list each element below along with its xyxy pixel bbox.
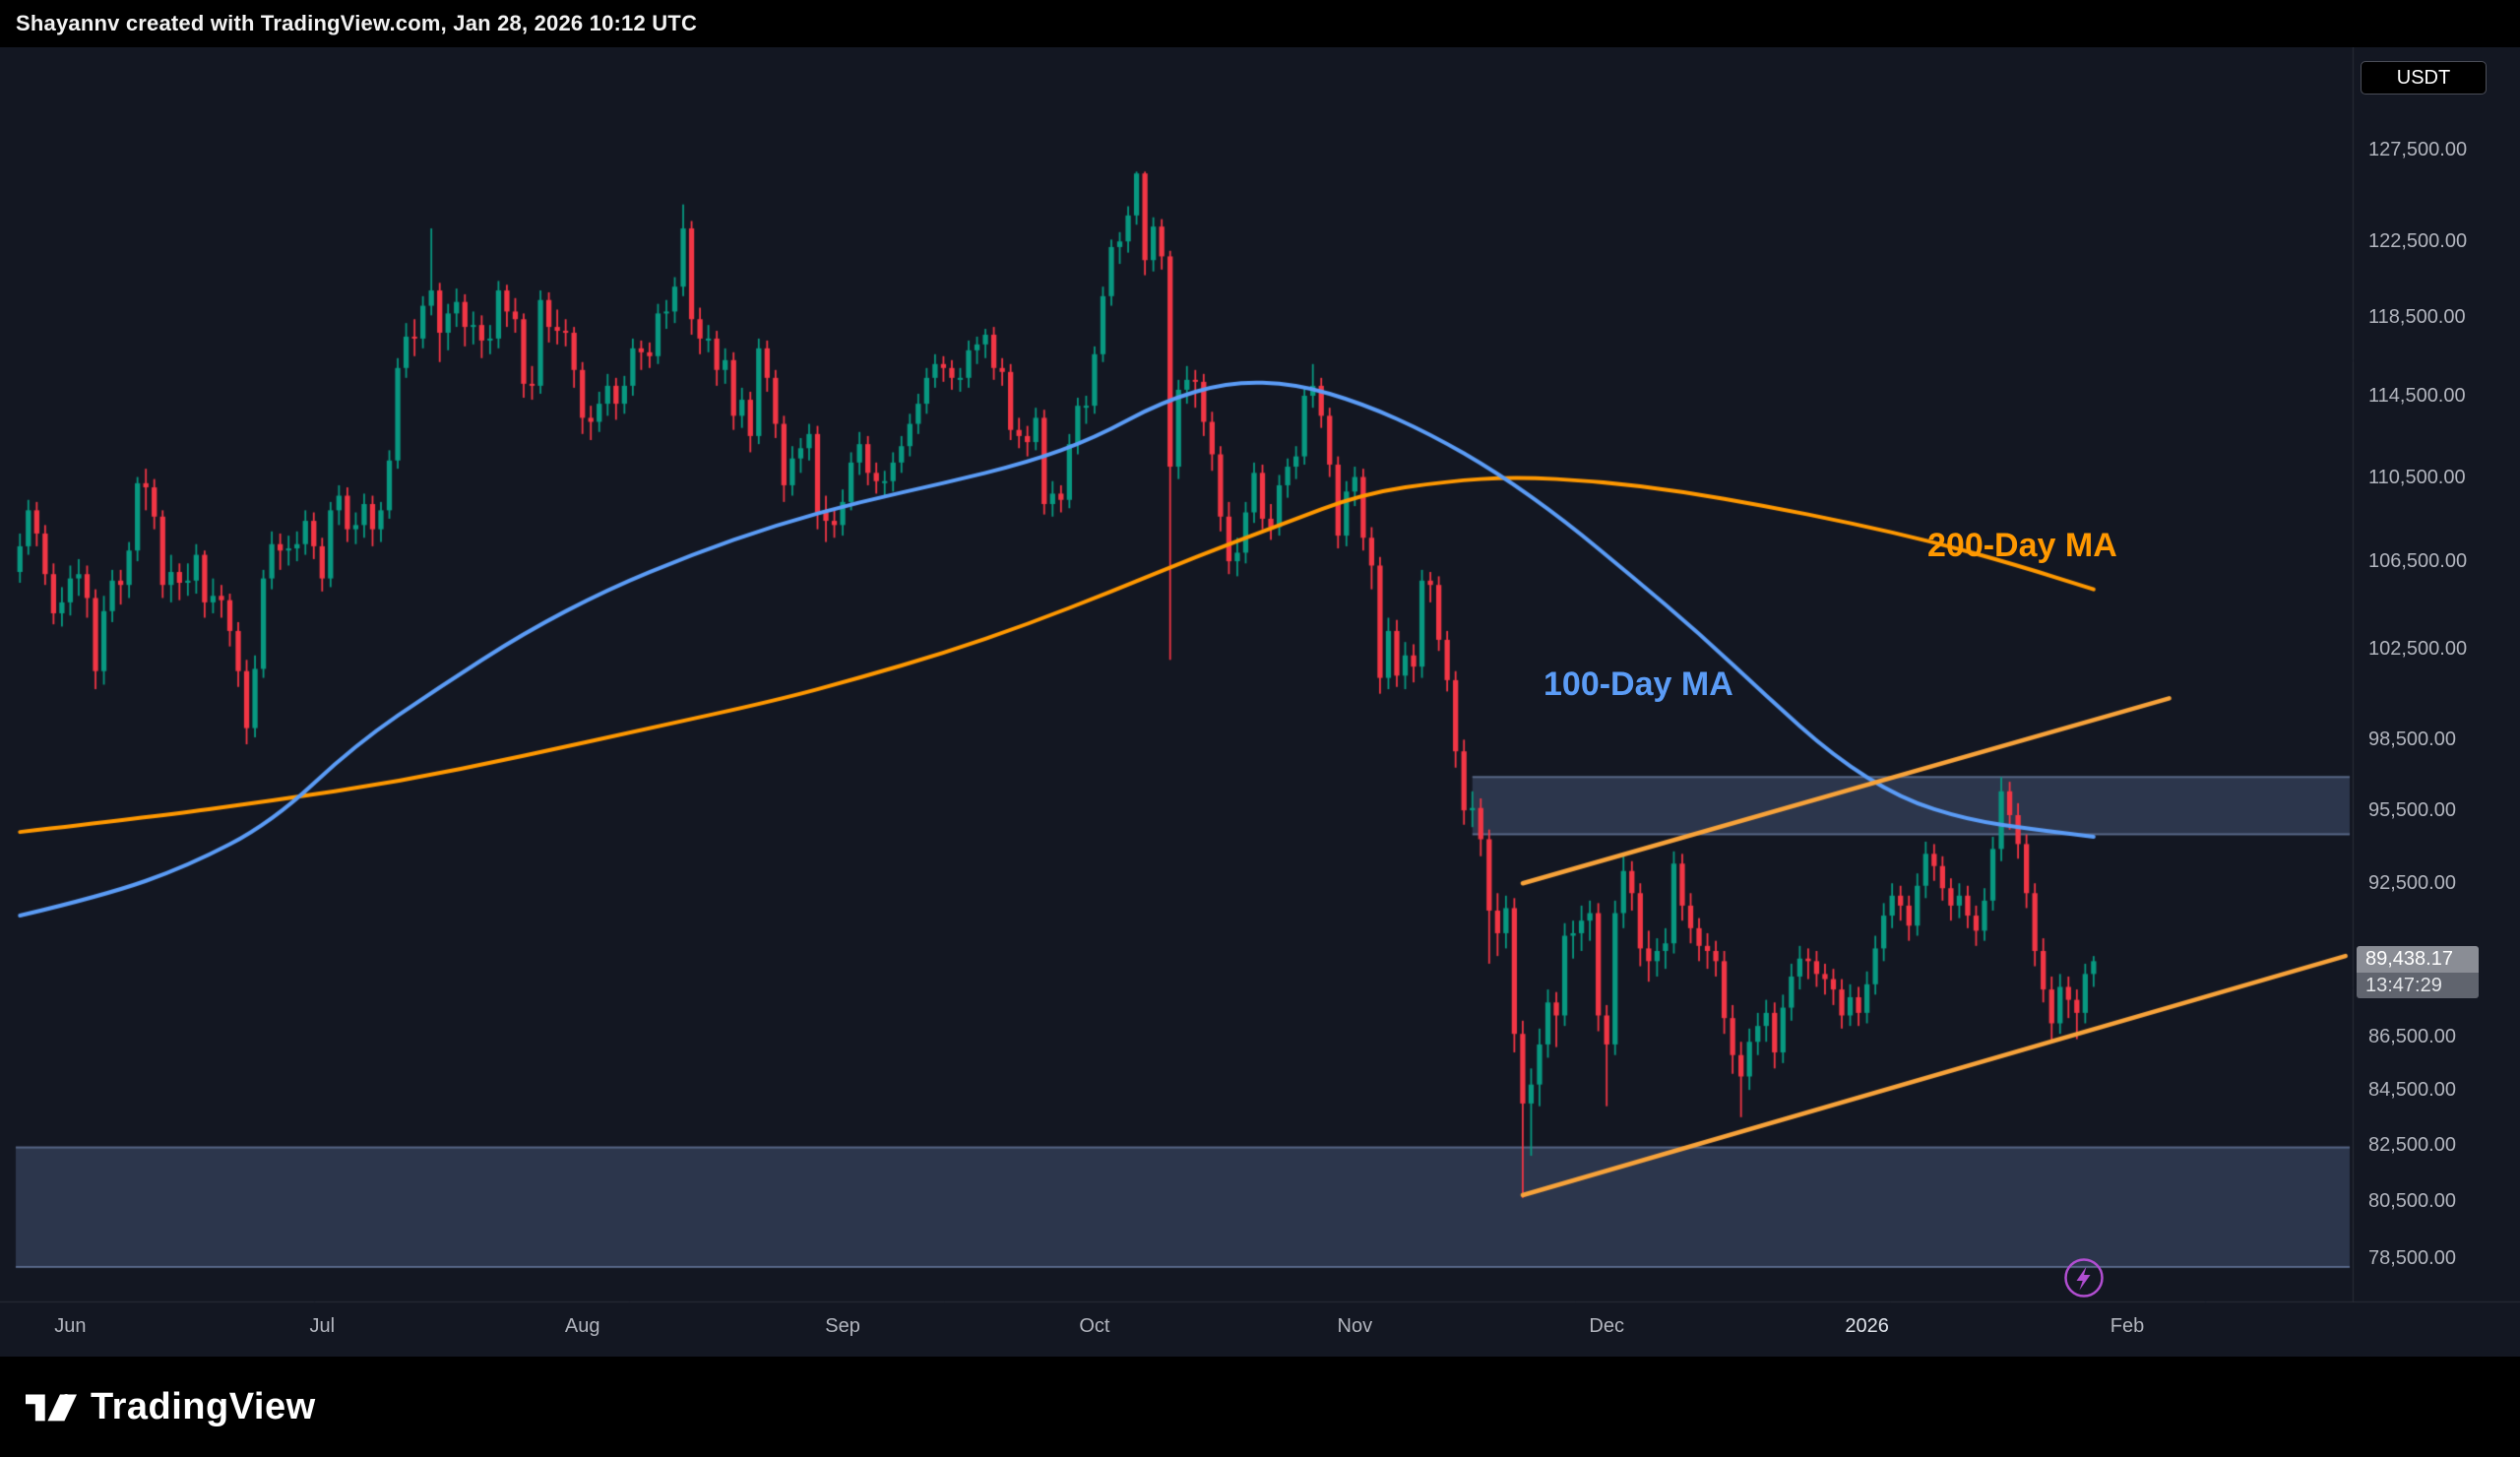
attribution-text: Shayannv created with TradingView.com, J… [16,11,698,35]
last-price-value: 89,438.17 [2357,946,2479,974]
currency-toggle[interactable]: USDT [2361,61,2487,95]
bar-countdown: 13:47:29 [2357,973,2479,999]
chart-container: 127,500.00 122,500.00 118,500.00 114,500.00… [0,47,2520,1357]
ma200-label: 200-Day MA [1927,527,2117,564]
candlestick-chart[interactable] [0,47,2520,1357]
lightning-icon [2064,1258,2104,1298]
tradingview-logo-text: TradingView [91,1385,316,1427]
last-price-badge: 89,438.17 13:47:29 [2357,946,2479,999]
tradingview-logo[interactable]: TradingView [26,1386,316,1428]
ma100-label: 100-Day MA [1544,665,1733,703]
tradingview-logo-icon [26,1394,77,1422]
flash-button[interactable] [2063,1257,2105,1299]
brand-bar: TradingView [0,1357,2520,1457]
attribution-bar: Shayannv created with TradingView.com, J… [0,0,2520,47]
